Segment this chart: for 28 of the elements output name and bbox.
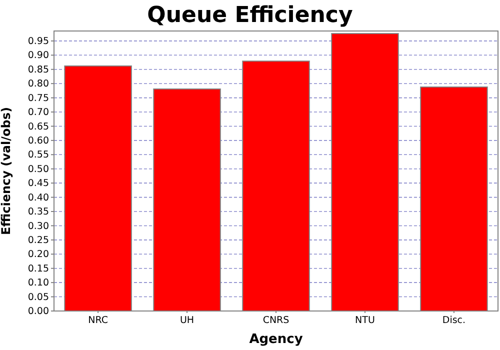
y-tick-label: 0.60 xyxy=(28,135,49,146)
y-tick-label: 0.70 xyxy=(28,107,49,118)
y-tick-label: 0.80 xyxy=(28,78,49,90)
y-tick-label: 0.20 xyxy=(28,249,49,260)
y-tick-label: 0.00 xyxy=(28,306,49,318)
y-tick-label: 0.75 xyxy=(28,92,49,104)
y-tick-label: 0.10 xyxy=(28,278,49,289)
chart-title: Queue Efficiency xyxy=(147,3,353,28)
x-tick-label: NRC xyxy=(88,315,108,326)
x-tick-label: CNRS xyxy=(262,315,290,326)
y-tick-label: 0.55 xyxy=(28,150,49,161)
x-tick-label: Disc. xyxy=(442,315,466,326)
x-tick-label: UH xyxy=(180,315,194,326)
y-tick-label: 0.35 xyxy=(28,206,49,218)
y-tick-label: 0.90 xyxy=(28,50,49,62)
y-tick-label: 0.85 xyxy=(28,64,49,76)
y-tick-label: 0.65 xyxy=(28,121,49,132)
y-tick-label: 0.95 xyxy=(28,36,49,47)
y-tick-label: 0.40 xyxy=(28,192,49,204)
y-tick-label: 0.50 xyxy=(28,164,49,175)
y-tick-label: 0.25 xyxy=(28,234,49,246)
y-tick-label: 0.45 xyxy=(28,178,49,190)
y-tick-label: 0.05 xyxy=(28,292,49,303)
x-tick-label: NTU xyxy=(355,315,375,326)
y-axis-title: Efficiency (val/obs) xyxy=(0,107,13,235)
y-tick-label: 0.30 xyxy=(28,220,49,232)
x-axis-title: Agency xyxy=(249,332,304,347)
y-tick-label: 0.15 xyxy=(28,263,49,274)
